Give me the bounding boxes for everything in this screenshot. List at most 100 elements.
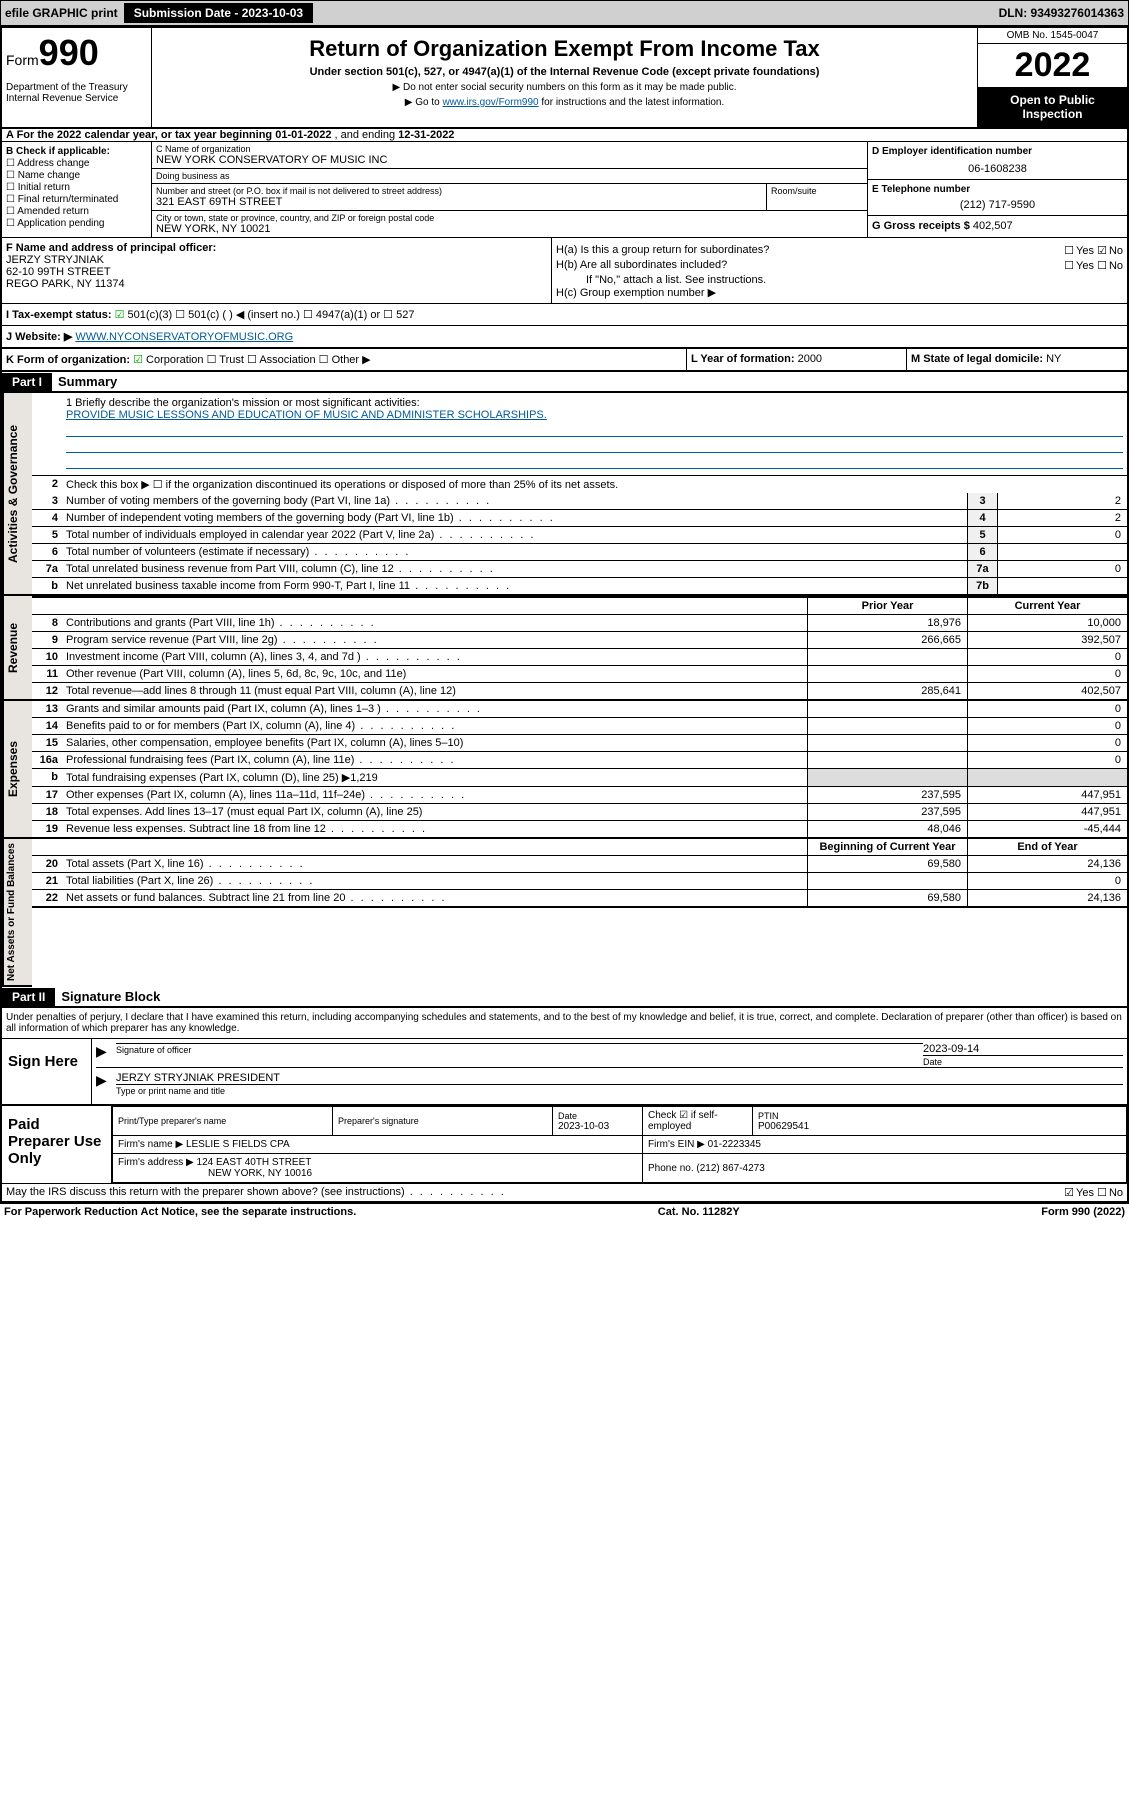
- street-label: Number and street (or P.O. box if mail i…: [156, 186, 762, 196]
- ha-yes[interactable]: Yes: [1064, 245, 1094, 257]
- section-fh: F Name and address of principal officer:…: [2, 238, 1127, 304]
- line-5: Total number of individuals employed in …: [62, 527, 967, 543]
- hb-note: If "No," attach a list. See instructions…: [556, 274, 1123, 286]
- line-18: Total expenses. Add lines 13–17 (must eq…: [62, 804, 807, 820]
- chk-trust[interactable]: Trust: [207, 354, 244, 366]
- phone-label: E Telephone number: [872, 184, 1123, 195]
- chk-other[interactable]: Other ▶: [319, 354, 371, 366]
- section-bcde: B Check if applicable: Address change Na…: [2, 142, 1127, 238]
- form-title: Return of Organization Exempt From Incom…: [156, 36, 973, 62]
- val-3: 2: [997, 493, 1127, 509]
- chk-527[interactable]: 527: [383, 309, 414, 321]
- head-end: End of Year: [967, 839, 1127, 855]
- ha-label: H(a) Is this a group return for subordin…: [556, 244, 769, 257]
- chk-address-change[interactable]: Address change: [6, 158, 147, 169]
- chk-4947[interactable]: 4947(a)(1) or: [303, 309, 380, 321]
- line-13: Grants and similar amounts paid (Part IX…: [62, 701, 807, 717]
- col-b-checkboxes: B Check if applicable: Address change Na…: [2, 142, 152, 237]
- form-number: Form990: [6, 32, 147, 74]
- firm-ein: 01-2223345: [708, 1139, 761, 1150]
- instruction-1: ▶ Do not enter social security numbers o…: [156, 82, 973, 93]
- line-2: Check this box ▶ ☐ if the organization d…: [62, 476, 967, 493]
- officer-name: JERZY STRYJNIAK: [6, 254, 104, 266]
- val-22p: 69,580: [807, 890, 967, 906]
- org-name-label: C Name of organization: [156, 144, 863, 154]
- firm-phone: (212) 867-4273: [696, 1163, 764, 1174]
- self-employed-check[interactable]: Check ☑ if self-employed: [648, 1110, 718, 1132]
- chk-501c3[interactable]: 501(c)(3): [115, 309, 173, 321]
- website-row: J Website: ▶ WWW.NYCONSERVATORYOFMUSIC.O…: [2, 326, 1127, 349]
- chk-amended-return[interactable]: Amended return: [6, 206, 147, 217]
- firm-addr1: 124 EAST 40TH STREET: [197, 1157, 312, 1168]
- city-value: NEW YORK, NY 10021: [156, 223, 863, 235]
- val-5: 0: [997, 527, 1127, 543]
- room-label: Room/suite: [771, 186, 863, 196]
- discuss-yes[interactable]: Yes: [1064, 1187, 1094, 1199]
- val-10c: 0: [967, 649, 1127, 665]
- hc-label: H(c) Group exemption number ▶: [556, 286, 1123, 299]
- chk-initial-return[interactable]: Initial return: [6, 182, 147, 193]
- perjury-declaration: Under penalties of perjury, I declare th…: [2, 1008, 1127, 1039]
- ptin-value: P00629541: [758, 1121, 809, 1132]
- val-21p: [807, 873, 967, 889]
- val-16ap: [807, 752, 967, 768]
- part-i-header: Part I Summary: [2, 372, 1127, 393]
- ha-no[interactable]: No: [1097, 245, 1123, 257]
- chk-final-return[interactable]: Final return/terminated: [6, 194, 147, 205]
- phone-value: (212) 717-9590: [872, 199, 1123, 211]
- val-16ac: 0: [967, 752, 1127, 768]
- org-name: NEW YORK CONSERVATORY OF MUSIC INC: [156, 154, 863, 166]
- tax-period-row: A For the 2022 calendar year, or tax yea…: [2, 129, 1127, 142]
- firm-name: LESLIE S FIELDS CPA: [186, 1139, 290, 1150]
- firm-addr2: NEW YORK, NY 10016: [208, 1168, 312, 1179]
- val-18p: 237,595: [807, 804, 967, 820]
- chk-501c[interactable]: 501(c) ( ) ◀ (insert no.): [175, 309, 300, 321]
- head-current: Current Year: [967, 598, 1127, 614]
- val-4: 2: [997, 510, 1127, 526]
- efile-label: efile GRAPHIC print: [5, 6, 118, 20]
- officer-addr1: 62-10 99TH STREET: [6, 266, 111, 278]
- line-6: Total number of volunteers (estimate if …: [62, 544, 967, 560]
- instruction-2: ▶ Go to www.irs.gov/Form990 for instruct…: [156, 97, 973, 108]
- chk-association[interactable]: Association: [247, 354, 316, 366]
- officer-sig-name: JERZY STRYJNIAK PRESIDENT: [116, 1072, 1123, 1084]
- sign-here-block: Sign Here ▶ Signature of officer 2023-09…: [2, 1039, 1127, 1106]
- val-20p: 69,580: [807, 856, 967, 872]
- val-9c: 392,507: [967, 632, 1127, 648]
- line-16b: Total fundraising expenses (Part IX, col…: [62, 769, 807, 786]
- street-value: 321 EAST 69TH STREET: [156, 196, 762, 208]
- irs-link[interactable]: www.irs.gov/Form990: [442, 97, 538, 108]
- form-container: Form990 Department of the Treasury Inter…: [0, 26, 1129, 1203]
- line-21: Total liabilities (Part X, line 26): [62, 873, 807, 889]
- line-14: Benefits paid to or for members (Part IX…: [62, 718, 807, 734]
- chk-application-pending[interactable]: Application pending: [6, 218, 147, 229]
- dln-label: DLN: 93493276014363: [999, 6, 1124, 20]
- chk-corporation[interactable]: Corporation: [133, 354, 203, 366]
- val-18c: 447,951: [967, 804, 1127, 820]
- val-7a: 0: [997, 561, 1127, 577]
- footer-right: Form 990 (2022): [1041, 1206, 1125, 1218]
- part-ii-header: Part II Signature Block: [2, 987, 1127, 1008]
- ein-label: D Employer identification number: [872, 146, 1123, 157]
- val-6: [997, 544, 1127, 560]
- website-link[interactable]: WWW.NYCONSERVATORYOFMUSIC.ORG: [75, 331, 293, 343]
- head-beginning: Beginning of Current Year: [807, 839, 967, 855]
- line-16a: Professional fundraising fees (Part IX, …: [62, 752, 807, 768]
- submission-pill: Submission Date - 2023-10-03: [124, 3, 313, 23]
- hb-yes[interactable]: Yes: [1064, 260, 1094, 272]
- form-subtitle: Under section 501(c), 527, or 4947(a)(1)…: [156, 66, 973, 78]
- sign-date: 2023-09-14: [923, 1043, 1123, 1055]
- chk-name-change[interactable]: Name change: [6, 170, 147, 181]
- hb-no[interactable]: No: [1097, 260, 1123, 272]
- line-10: Investment income (Part VIII, column (A)…: [62, 649, 807, 665]
- val-17c: 447,951: [967, 787, 1127, 803]
- discuss-no[interactable]: No: [1097, 1187, 1123, 1199]
- side-governance: Activities & Governance: [2, 393, 32, 596]
- line-8: Contributions and grants (Part VIII, lin…: [62, 615, 807, 631]
- row-klm: K Form of organization: Corporation Trus…: [2, 349, 1127, 372]
- line-17: Other expenses (Part IX, column (A), lin…: [62, 787, 807, 803]
- dept-label: Department of the Treasury Internal Reve…: [6, 82, 147, 104]
- mission-text[interactable]: PROVIDE MUSIC LESSONS AND EDUCATION OF M…: [66, 409, 547, 421]
- officer-addr2: REGO PARK, NY 11374: [6, 278, 125, 290]
- public-inspection: Open to Public Inspection: [978, 87, 1127, 127]
